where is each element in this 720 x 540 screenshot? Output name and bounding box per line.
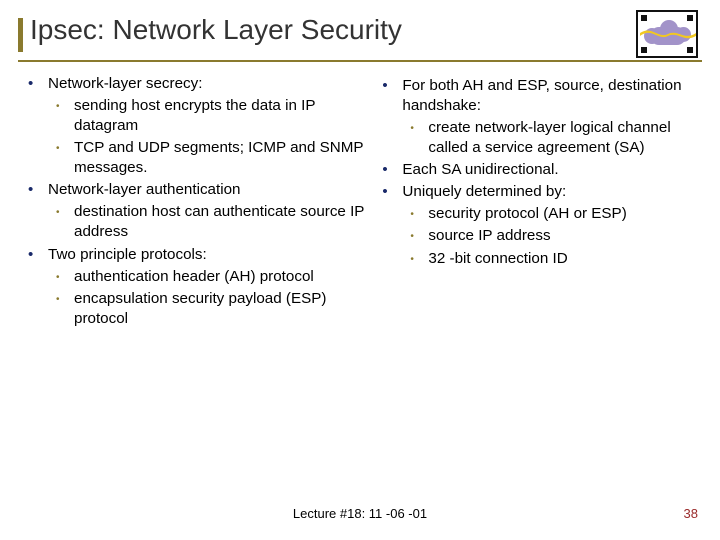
right-column: For both AH and ESP, source, destination… [376, 74, 698, 331]
bullet-text: Each SA unidirectional. [402, 161, 558, 178]
page-number: 38 [684, 506, 698, 521]
sub-item: source IP address [402, 226, 698, 246]
sub-item: sending host encrypts the data in IP dat… [48, 96, 370, 136]
bullet-text: Two principle protocols: [48, 246, 207, 263]
footer: Lecture #18: 11 -06 -01 38 [0, 506, 720, 526]
list-item: Uniquely determined by: security protoco… [376, 182, 698, 268]
bullet-text: Network-layer authentication [48, 181, 240, 198]
page-title: Ipsec: Network Layer Security [30, 14, 402, 46]
list-item: For both AH and ESP, source, destination… [376, 76, 698, 158]
network-cloud-icon [636, 10, 698, 58]
sub-item: destination host can authenticate source… [48, 202, 370, 242]
sub-item: 32 -bit connection ID [402, 249, 698, 269]
bullet-text: Network-layer secrecy: [48, 75, 202, 92]
list-item: Each SA unidirectional. [376, 160, 698, 180]
title-accent-bar [18, 18, 23, 52]
sub-item: authentication header (AH) protocol [48, 267, 370, 287]
slide: Ipsec: Network Layer Security Network-la… [0, 0, 720, 540]
content-area: Network-layer secrecy: sending host encr… [22, 74, 698, 331]
list-item: Two principle protocols: authentication … [22, 245, 370, 329]
sub-item: encapsulation security payload (ESP) pro… [48, 289, 370, 329]
sub-item: security protocol (AH or ESP) [402, 204, 698, 224]
lecture-label: Lecture #18: 11 -06 -01 [0, 506, 720, 521]
bullet-text: Uniquely determined by: [402, 183, 566, 200]
sub-item: create network-layer logical channel cal… [402, 118, 698, 158]
list-item: Network-layer secrecy: sending host encr… [22, 74, 370, 178]
left-column: Network-layer secrecy: sending host encr… [22, 74, 370, 331]
title-divider [18, 60, 702, 62]
bullet-text: For both AH and ESP, source, destination… [402, 77, 681, 114]
sub-item: TCP and UDP segments; ICMP and SNMP mess… [48, 138, 370, 178]
list-item: Network-layer authentication destination… [22, 180, 370, 242]
